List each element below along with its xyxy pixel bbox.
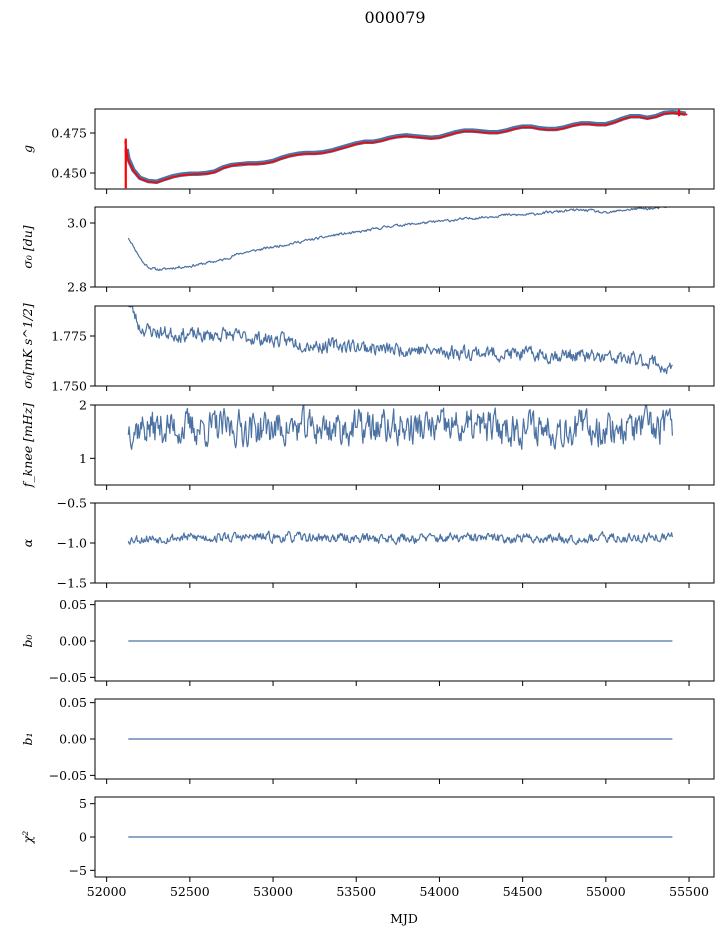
panel-1: 0.450 0.475 g [20,108,715,194]
x-tick-label: 54000 [420,884,460,899]
y-tick-label: 0.05 [59,695,87,710]
x-tick-label: 53500 [336,884,376,899]
x-tick-label: 52500 [170,884,210,899]
y-tick-label: −1.0 [57,536,87,551]
panels: 0.450 0.475 g 2.8 3.0 σ₀ [du] 1.750 1.775 σ₀[mK … [20,108,715,899]
panel-6: −0.05 0.00 0.05 b₀ [20,597,715,686]
x-axis-label: MJD [390,911,418,926]
y-tick-label: 0 [79,830,87,845]
series-line-2-1 [127,207,673,271]
y-tick-label: 1.750 [51,379,87,394]
panel-4: 1 2 f_knee [mHz] [20,398,715,490]
y-tick-label: 0.05 [59,597,87,612]
y-tick-label: −5 [69,863,87,878]
y-axis-label: σ₀ [du] [20,225,35,268]
y-tick-label: 2 [79,398,87,413]
y-axis-label: χ² [20,831,35,845]
y-axis-label: g [20,145,35,153]
y-tick-label: 0.00 [59,634,87,649]
series-line-4-1 [127,405,673,450]
y-axis-label: α [20,538,35,547]
figure-title: 000079 [364,8,425,27]
x-tick-label: 52000 [87,884,127,899]
y-tick-label: 2.8 [67,280,87,295]
y-tick-label: 1.775 [51,329,87,344]
axes-frame [94,206,715,288]
y-tick-label: −1.5 [57,576,87,591]
y-tick-label: 5 [79,796,87,811]
axes-frame [94,108,715,190]
y-tick-label: −0.05 [49,670,87,685]
y-tick-label: −0.5 [57,496,87,511]
panel-3: 1.750 1.775 σ₀[mK s^1/2] [20,303,715,394]
y-tick-label: 0.475 [51,126,87,141]
y-tick-label: 0.450 [51,166,87,181]
y-axis-label: b₀ [20,634,35,647]
series-line-5-1 [127,530,673,546]
x-tick-label: 53000 [253,884,293,899]
series-line-1-2 [124,112,688,184]
axes-frame [94,404,715,486]
y-axis-label: b₁ [20,732,35,745]
panel-2: 2.8 3.0 σ₀ [du] [20,206,715,295]
y-tick-label: 1 [79,451,87,466]
panel-7: −0.05 0.00 0.05 b₁ [20,695,715,784]
axes-frame [94,305,715,387]
x-tick-label: 55000 [586,884,626,899]
x-tick-label: 55500 [669,884,709,899]
x-tick-label: 54500 [503,884,543,899]
y-tick-label: 3.0 [67,216,87,231]
series-line-3-1 [128,306,673,375]
panel-5: −1.5 −1.0 −0.5 α [20,496,715,591]
panel-8: 52000 52500 53000 53500 54000 54500 55000 55500… [20,796,715,899]
y-tick-label: −0.05 [49,768,87,783]
y-axis-label: f_knee [mHz] [20,403,35,488]
y-axis-label: σ₀[mK s^1/2] [20,303,35,389]
y-tick-label: 0.00 [59,732,87,747]
